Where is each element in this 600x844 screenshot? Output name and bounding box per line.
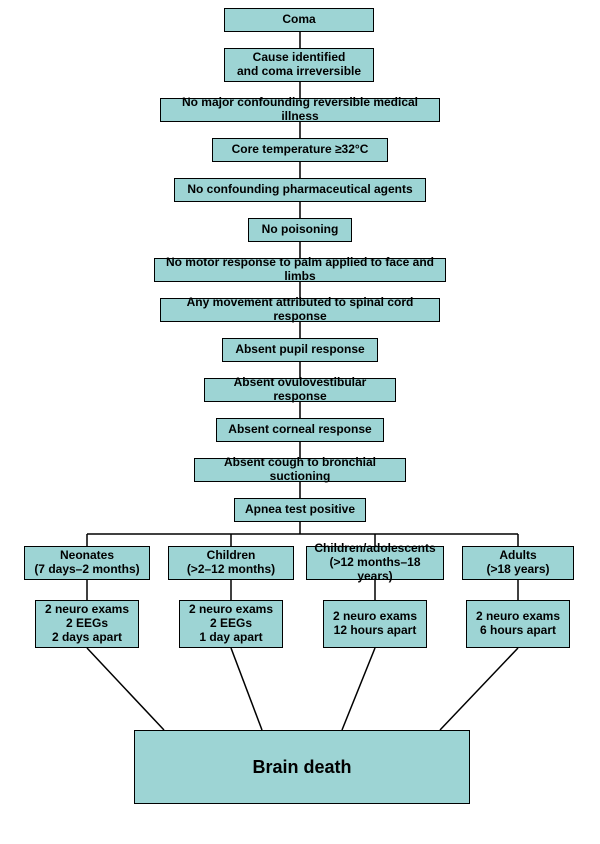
node-text-line: (>2–12 months) bbox=[187, 563, 275, 577]
node-text: Absent corneal response bbox=[228, 423, 371, 437]
node-text-line: 2 neuro exams bbox=[476, 610, 560, 624]
flowchart-container: Coma Cause identifiedand coma irreversibl… bbox=[0, 0, 600, 844]
node-text: No confounding pharmaceutical agents bbox=[187, 183, 412, 197]
node-text: Absent ovulovestibular response bbox=[211, 376, 389, 404]
node-n3: No major confounding reversible medical … bbox=[160, 98, 440, 122]
node-final: Brain death bbox=[134, 730, 470, 804]
node-text-line: 2 neuro exams bbox=[189, 603, 273, 617]
node-text-line: 2 days apart bbox=[52, 631, 122, 645]
node-n9: Absent pupil response bbox=[222, 338, 378, 362]
node-n11: Absent corneal response bbox=[216, 418, 384, 442]
node-text-line: (>18 years) bbox=[486, 563, 549, 577]
node-b4b: 2 neuro exams6 hours apart bbox=[466, 600, 570, 648]
node-text: No poisoning bbox=[262, 223, 339, 237]
node-text-line: Children/adolescents bbox=[314, 542, 435, 556]
node-n2: Cause identifiedand coma irreversible bbox=[224, 48, 374, 82]
node-b2t: Children(>2–12 months) bbox=[168, 546, 294, 580]
node-text: No motor response to palm applied to fac… bbox=[161, 256, 439, 284]
node-text-line: Cause identified bbox=[253, 51, 346, 65]
node-text: No major confounding reversible medical … bbox=[167, 96, 433, 124]
node-b3b: 2 neuro exams12 hours apart bbox=[323, 600, 427, 648]
node-text-line: 2 EEGs bbox=[66, 617, 108, 631]
node-n7: No motor response to palm applied to fac… bbox=[154, 258, 446, 282]
node-text: Absent pupil response bbox=[235, 343, 364, 357]
node-text-line: Children bbox=[207, 549, 256, 563]
node-text-line: 12 hours apart bbox=[334, 624, 417, 638]
node-text-line: and coma irreversible bbox=[237, 65, 361, 79]
node-b2b: 2 neuro exams2 EEGs1 day apart bbox=[179, 600, 283, 648]
node-text-line: 2 EEGs bbox=[210, 617, 252, 631]
node-text: Any movement attributed to spinal cord r… bbox=[167, 296, 433, 324]
node-text-line: (>12 months–18 years) bbox=[313, 556, 437, 584]
node-text-line: 2 neuro exams bbox=[45, 603, 129, 617]
node-b1t: Neonates(7 days–2 months) bbox=[24, 546, 150, 580]
node-text: Absent cough to bronchial suctioning bbox=[201, 456, 399, 484]
node-b3t: Children/adolescents(>12 months–18 years… bbox=[306, 546, 444, 580]
node-text-line: 6 hours apart bbox=[480, 624, 556, 638]
node-n5: No confounding pharmaceutical agents bbox=[174, 178, 426, 202]
node-text-line: Adults bbox=[499, 549, 536, 563]
node-n6: No poisoning bbox=[248, 218, 352, 242]
node-text: Apnea test positive bbox=[245, 503, 355, 517]
node-text: Core temperature ≥32°C bbox=[232, 143, 369, 157]
node-text-line: 2 neuro exams bbox=[333, 610, 417, 624]
node-n12: Absent cough to bronchial suctioning bbox=[194, 458, 406, 482]
node-b1b: 2 neuro exams2 EEGs2 days apart bbox=[35, 600, 139, 648]
node-text-line: 1 day apart bbox=[199, 631, 262, 645]
node-n10: Absent ovulovestibular response bbox=[204, 378, 396, 402]
node-n13: Apnea test positive bbox=[234, 498, 366, 522]
node-n4: Core temperature ≥32°C bbox=[212, 138, 388, 162]
node-text-line: (7 days–2 months) bbox=[34, 563, 139, 577]
node-n1: Coma bbox=[224, 8, 374, 32]
node-text: Brain death bbox=[252, 757, 351, 778]
node-text: Coma bbox=[282, 13, 315, 27]
node-n8: Any movement attributed to spinal cord r… bbox=[160, 298, 440, 322]
node-b4t: Adults(>18 years) bbox=[462, 546, 574, 580]
node-text-line: Neonates bbox=[60, 549, 114, 563]
